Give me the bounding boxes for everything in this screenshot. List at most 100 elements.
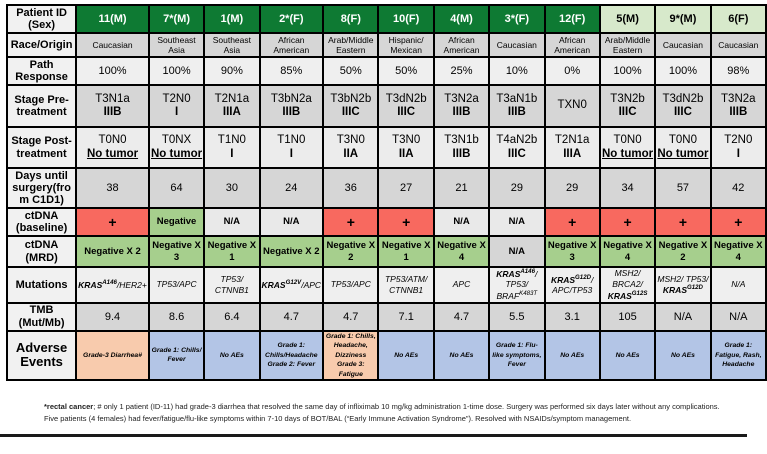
row-race-origin: Race/Origin Caucasian Southeast Asia Sou…: [5, 32, 767, 58]
cell-mutations: TP53/ATM/ CTNNB1: [377, 266, 435, 304]
cell-adverse-events: No AEs: [598, 329, 657, 382]
cell-tmb: 9.4: [75, 301, 150, 332]
cell-race: Hispanic/ Mexican: [377, 32, 435, 58]
cell-stage-pre: T2N1a IIIA: [203, 84, 261, 128]
row-label-race: Race/Origin: [5, 32, 78, 58]
patient-header-cell: 12(F): [543, 4, 601, 34]
footnote-line-2-text: Five patients (4 females) had fever/fati…: [44, 414, 632, 423]
patient-header-cell: 8(F): [322, 4, 380, 34]
cell-mutations: TP53/APC: [147, 266, 206, 304]
cell-ctdna-baseline: +: [75, 207, 150, 237]
cell-ctdna-baseline: N/A: [258, 207, 325, 237]
cell-path-response: 100%: [654, 56, 712, 86]
cell-ctdna-baseline: +: [377, 207, 435, 237]
cell-days: 27: [377, 167, 435, 209]
row-path-response: Path Response 100% 100% 90% 85% 50% 50% …: [5, 56, 767, 86]
cell-race: African American: [543, 32, 601, 58]
cell-adverse-events: Grade 1: Chills, Headache, Dizziness Gra…: [322, 329, 380, 382]
cell-days: 34: [598, 167, 657, 209]
cell-race: African American: [258, 32, 325, 58]
cell-ctdna-mrd: Negative X 3: [147, 235, 206, 268]
cell-stage-pre: T3dN2b IIIC: [654, 84, 712, 128]
cell-ctdna-baseline: +: [322, 207, 380, 237]
row-stage-pre: Stage Pre-treatment T3N1a IIIB T2N0 I T2N1…: [5, 84, 767, 128]
cell-stage-post: T2N0 I: [709, 126, 767, 169]
cell-path-response: 90%: [203, 56, 261, 86]
cell-stage-post: T2N1a IIIA: [543, 126, 601, 169]
row-days-until-surgery: Days until surgery(from C1D1) 38 64 30 2…: [5, 167, 767, 209]
cell-ctdna-baseline: N/A: [488, 207, 546, 237]
cell-stage-pre: T3bN2a IIIB: [258, 84, 325, 128]
cell-ctdna-mrd: Negative X 2: [258, 235, 325, 268]
cell-stage-pre: T3dN2b IIIC: [377, 84, 435, 128]
cell-stage-pre: T3N2a IIIB: [432, 84, 491, 128]
cell-tmb: 105: [598, 301, 657, 332]
cell-mutations: KRASA146/ TP53/ BRAFK483T: [488, 266, 546, 304]
cell-ctdna-baseline: Negative: [147, 207, 206, 237]
cell-mutations: KRASG12V/APC: [258, 266, 325, 304]
cell-days: 38: [75, 167, 150, 209]
cell-path-response: 0%: [543, 56, 601, 86]
cell-stage-post: T0N0 No tumor: [75, 126, 150, 169]
cell-adverse-events: Grade 1: Chills/ Fever: [147, 329, 206, 382]
cell-adverse-events: No AEs: [377, 329, 435, 382]
cell-stage-post: T3N0 IIA: [322, 126, 380, 169]
cell-adverse-events: No AEs: [203, 329, 261, 382]
cell-path-response: 100%: [598, 56, 657, 86]
cell-tmb: 4.7: [322, 301, 380, 332]
cell-ctdna-mrd: Negative X 3: [543, 235, 601, 268]
cell-tmb: 6.4: [203, 301, 261, 332]
footnote: *rectal cancer; # only 1 patient (ID-11)…: [44, 401, 764, 425]
cell-ctdna-baseline: N/A: [203, 207, 261, 237]
cell-path-response: 50%: [322, 56, 380, 86]
cell-tmb: N/A: [709, 301, 767, 332]
cell-days: 21: [432, 167, 491, 209]
cell-stage-pre: T3aN1b IIIB: [488, 84, 546, 128]
cell-mutations: APC: [432, 266, 491, 304]
patient-header-cell: 7*(M): [147, 4, 206, 34]
cell-race: Arab/Middle Eastern: [598, 32, 657, 58]
cell-ctdna-mrd: Negative X 2: [322, 235, 380, 268]
cell-stage-post: T4aN2b IIIC: [488, 126, 546, 169]
cell-race: Southeast Asia: [203, 32, 261, 58]
cell-race: Caucasian: [75, 32, 150, 58]
row-patient-id: Patient ID (Sex) 11(M) 7*(M) 1(M) 2*(F) …: [5, 4, 767, 34]
cell-mutations: MSH2/ BRCA2/ KRASG12S: [598, 266, 657, 304]
cell-tmb: 4.7: [432, 301, 491, 332]
cell-tmb: 5.5: [488, 301, 546, 332]
patient-header-cell: 9*(M): [654, 4, 712, 34]
cell-stage-post: T0N0 No tumor: [598, 126, 657, 169]
cell-path-response: 50%: [377, 56, 435, 86]
patient-header-cell: 4(M): [432, 4, 491, 34]
row-tmb: TMB (Mut/Mb) 9.4 8.6 6.4 4.7 4.7 7.1 4.7…: [5, 301, 767, 332]
cell-stage-pre: T3N1a IIIB: [75, 84, 150, 128]
row-label-mutations: Mutations: [5, 266, 78, 304]
cell-race: Caucasian: [654, 32, 712, 58]
cell-ctdna-mrd: Negative X 1: [203, 235, 261, 268]
cell-adverse-events: No AEs: [543, 329, 601, 382]
cell-path-response: 10%: [488, 56, 546, 86]
patient-header-cell: 6(F): [709, 4, 767, 34]
cell-ctdna-mrd: Negative X 1: [377, 235, 435, 268]
cell-adverse-events: Grade 1: Chills/Headache Grade 2: Fever: [258, 329, 325, 382]
cell-mutations: MSH2/ TP53/ KRASG12D: [654, 266, 712, 304]
row-ctdna-mrd: ctDNA (MRD) Negative X 2 Negative X 3 Ne…: [5, 235, 767, 268]
cell-path-response: 100%: [75, 56, 150, 86]
cell-tmb: 8.6: [147, 301, 206, 332]
cell-ctdna-baseline: +: [543, 207, 601, 237]
cell-adverse-events: No AEs: [654, 329, 712, 382]
cell-path-response: 100%: [147, 56, 206, 86]
row-ctdna-baseline: ctDNA (baseline) + Negative N/A N/A + + …: [5, 207, 767, 237]
cell-days: 24: [258, 167, 325, 209]
cell-stage-post: T0NX No tumor: [147, 126, 206, 169]
cell-path-response: 85%: [258, 56, 325, 86]
cell-ctdna-mrd: N/A: [488, 235, 546, 268]
cell-days: 57: [654, 167, 712, 209]
cell-stage-pre: TXN0: [543, 84, 601, 128]
cell-stage-pre: T2N0 I: [147, 84, 206, 128]
cell-ctdna-baseline: +: [654, 207, 712, 237]
cell-tmb: 4.7: [258, 301, 325, 332]
patient-header-cell: 2*(F): [258, 4, 325, 34]
cell-path-response: 25%: [432, 56, 491, 86]
cell-mutations: N/A: [709, 266, 767, 304]
